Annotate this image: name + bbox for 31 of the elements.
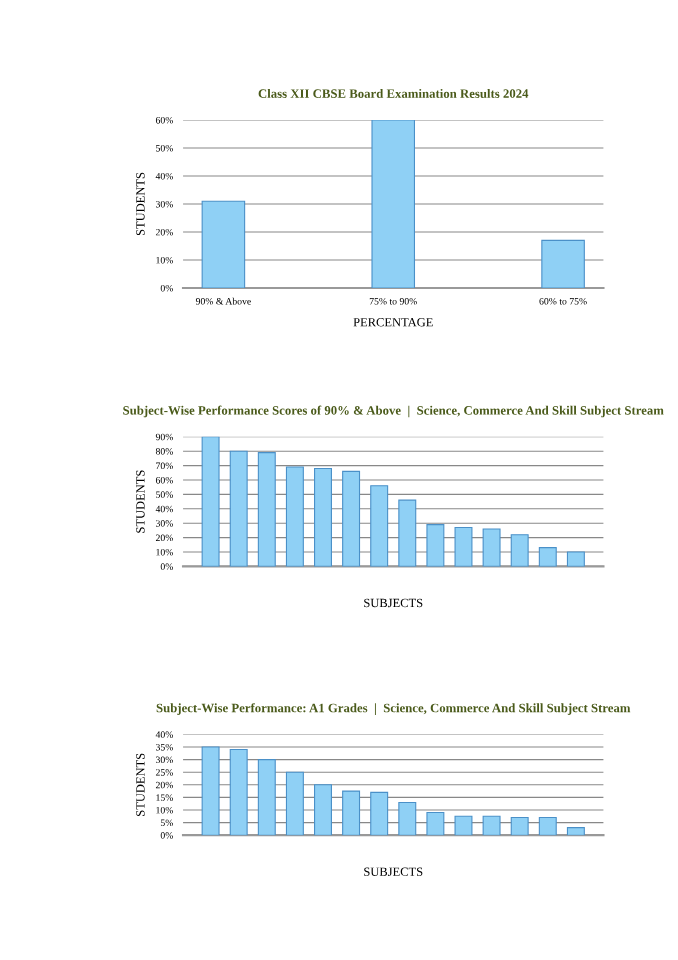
bar [285, 466, 304, 567]
bar [285, 771, 304, 836]
bar [370, 485, 389, 567]
bar [566, 827, 585, 836]
bar [482, 528, 501, 567]
bar [510, 817, 529, 836]
bar [510, 534, 529, 567]
bar [538, 817, 557, 836]
bar [398, 499, 417, 567]
bar [201, 746, 220, 836]
bar [257, 759, 276, 836]
bar [257, 452, 276, 567]
bar [342, 790, 361, 836]
bar [538, 547, 557, 567]
bar [342, 470, 361, 567]
bar [566, 551, 585, 567]
bar [398, 801, 417, 836]
bar [229, 450, 248, 567]
bar [229, 748, 248, 836]
bar [454, 815, 473, 836]
bar [314, 467, 332, 567]
bar [201, 200, 246, 288]
bar [370, 791, 389, 836]
bar [314, 784, 332, 836]
bar [426, 524, 445, 567]
bar [454, 526, 473, 567]
bar [201, 436, 220, 567]
bar [426, 811, 445, 836]
bar [371, 120, 416, 288]
bar [541, 239, 585, 288]
bar [482, 815, 501, 836]
